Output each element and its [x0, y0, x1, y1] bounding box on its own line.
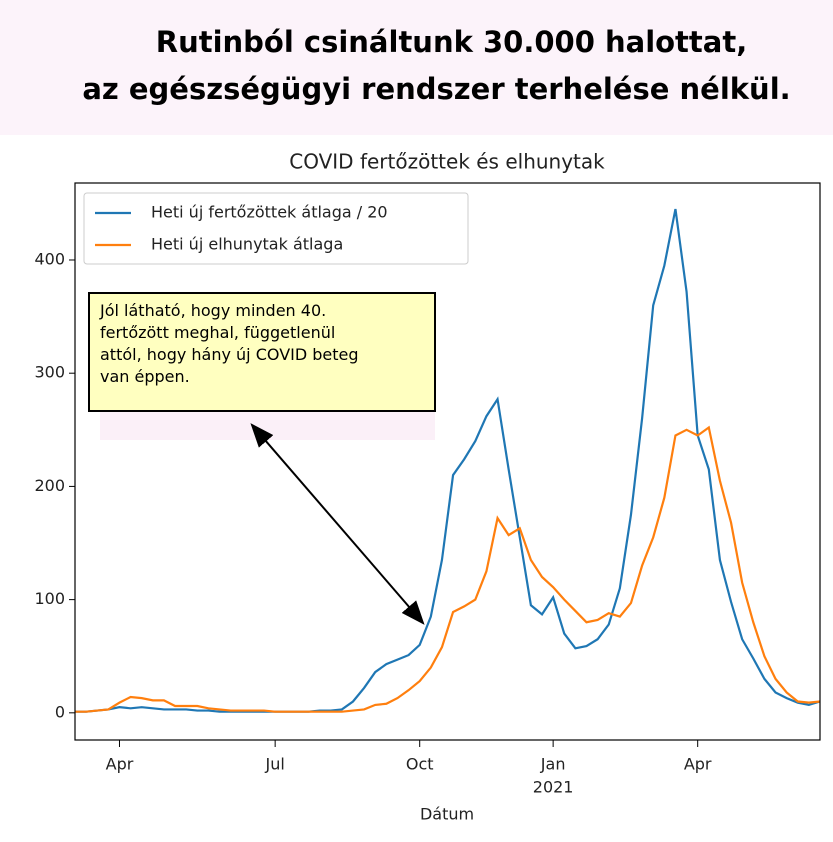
- x-year-label: 2021: [533, 778, 574, 797]
- chart-title: COVID fertőzöttek és elhunytak: [289, 150, 605, 174]
- series-line: [75, 425, 821, 713]
- y-tick-label: 0: [55, 702, 65, 721]
- annotation-line: attól, hogy hány új COVID beteg: [100, 345, 359, 364]
- y-tick-label: 300: [34, 363, 65, 382]
- x-tick-label: Apr: [684, 755, 712, 774]
- plot-frame: [74, 182, 821, 741]
- annotation-shadow: [100, 412, 435, 440]
- arrow: [250, 423, 425, 625]
- x-tick-label: Jul: [264, 755, 284, 774]
- x-tick-label: Apr: [106, 755, 134, 774]
- legend-label: Heti új fertőzöttek átlaga / 20: [151, 203, 388, 222]
- legend-label: Heti új elhunytak átlaga: [151, 235, 343, 254]
- y-tick-label: 400: [34, 249, 65, 268]
- header: Rutinból csináltunk 30.000 halottat, az …: [0, 0, 833, 135]
- chart: COVID fertőzöttek és elhunytak Dátum 0 10…: [34, 150, 821, 824]
- x-tick-label: Jan: [540, 755, 566, 774]
- headline: Rutinból csináltunk 30.000 halottat,: [155, 25, 748, 59]
- annotation: Jól látható, hogy minden 40. fertőzött m…: [88, 292, 436, 412]
- annotation-line: fertőzött meghal, függetlenül: [100, 323, 336, 342]
- x-tick-label: Oct: [406, 755, 434, 774]
- x-axis-label: Dátum: [420, 805, 474, 824]
- legend: Heti új fertőzöttek átlaga / 20 Heti új e…: [83, 192, 469, 265]
- series-line: [75, 208, 821, 713]
- y-tick-label: 100: [34, 589, 65, 608]
- legend-box: [83, 192, 469, 265]
- annotation-line: van éppen.: [100, 367, 190, 386]
- y-tick-label: 200: [34, 476, 65, 495]
- headline: az egészségügyi rendszer terhelése nélkü…: [82, 72, 791, 106]
- annotation-line: Jól látható, hogy minden 40.: [100, 301, 327, 320]
